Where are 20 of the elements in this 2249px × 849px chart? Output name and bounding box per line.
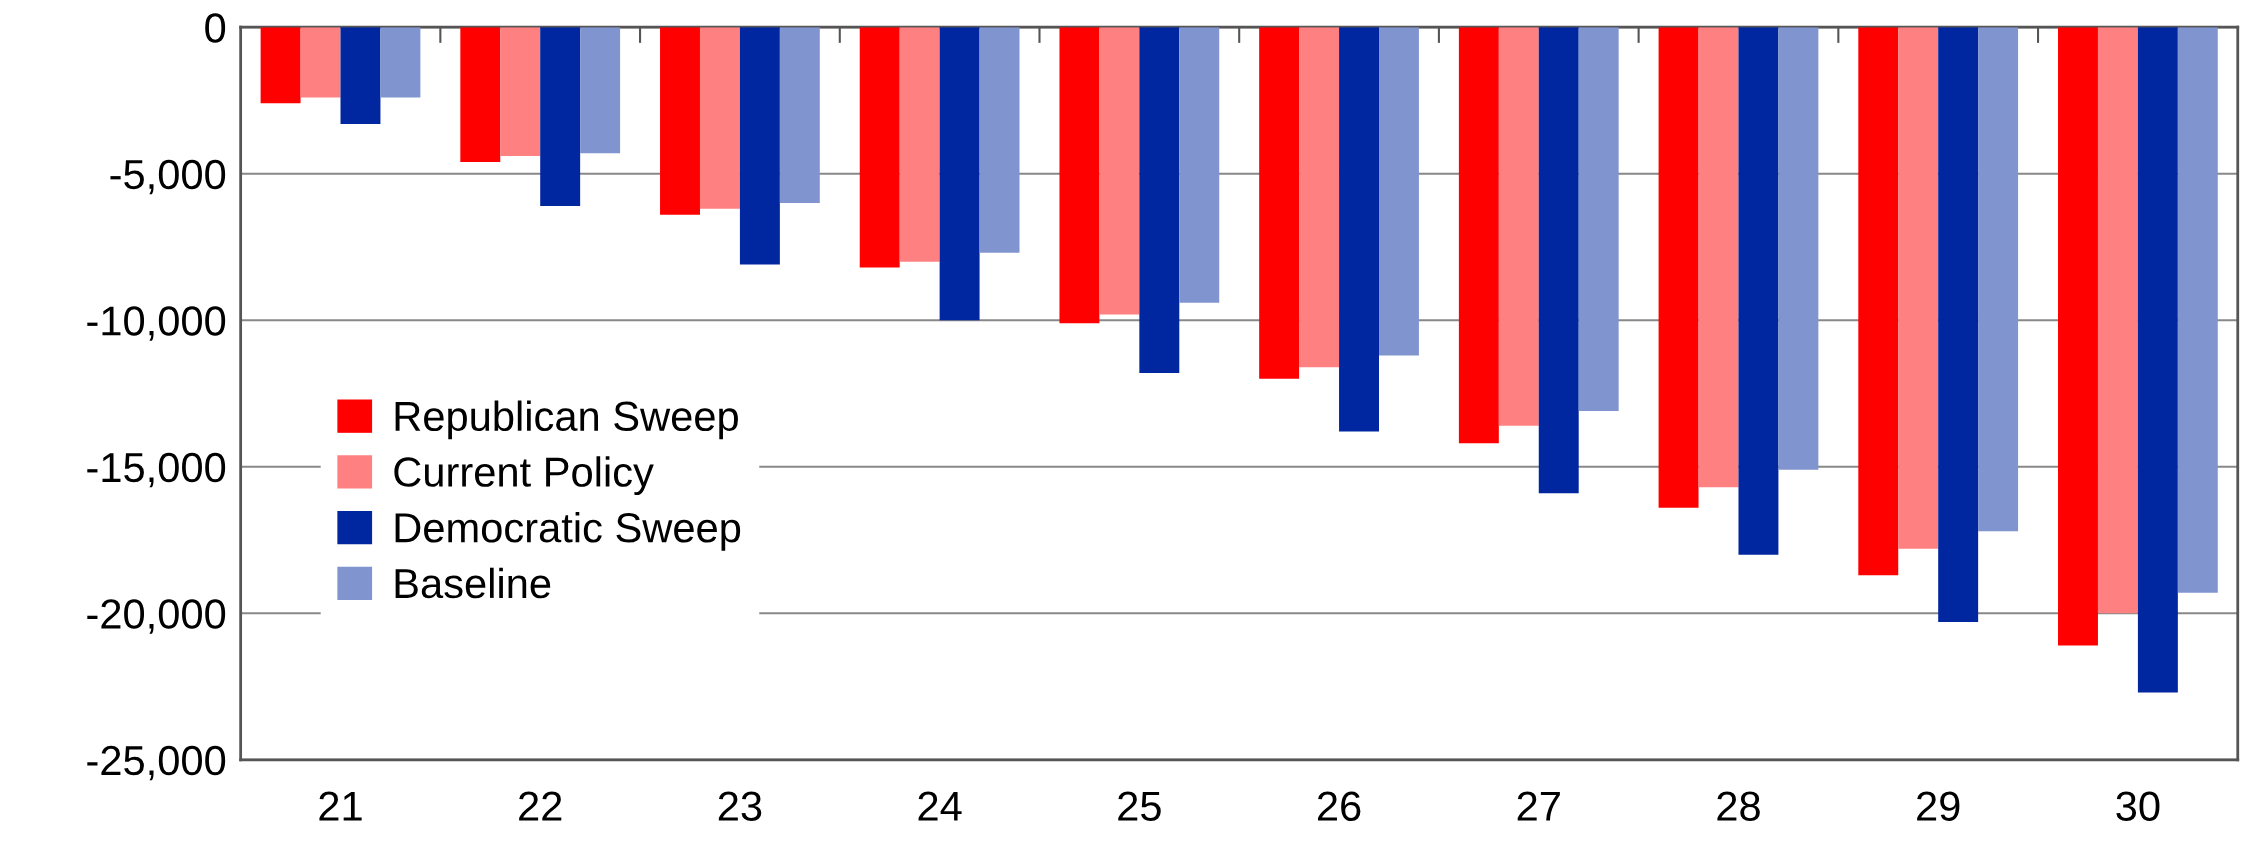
x-tick-label: 27 [1517,791,1560,821]
x-tick-label: 22 [519,791,562,821]
y-tick-label: -10,000 [87,306,226,341]
x-tick-label: 26 [1317,791,1361,822]
legend-label: Baseline [395,567,551,599]
x-tick-label: 25 [1118,791,1161,822]
x-tick-label: 28 [1717,791,1760,822]
x-tick-label: 29 [1917,791,1960,822]
x-tick-label: 23 [718,791,762,822]
y-tick-label: -20,000 [87,599,226,634]
y-tick-label: -25,000 [87,745,226,781]
y-tick-label: -5,000 [110,159,226,195]
legend-label: Democratic Sweep [395,511,741,551]
x-tick-label: 21 [319,791,362,821]
x-tick-label: 24 [918,791,962,821]
x-tick-label: 30 [2116,791,2160,822]
y-tick-label: 0 [205,13,226,43]
legend-label: Republican Sweep [395,400,738,440]
legend-label: Current Policy [394,456,654,496]
y-tick-label: -15,000 [87,452,226,488]
